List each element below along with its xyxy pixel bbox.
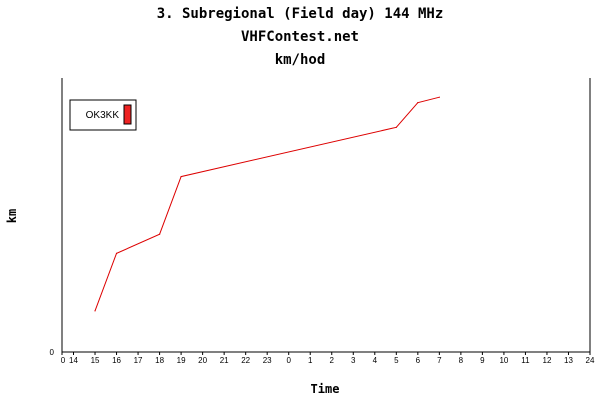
series-point [94,310,96,312]
x-tick-label: 0 [61,356,66,365]
x-tick-label: 16 [112,356,121,365]
x-tick-label: 23 [263,356,272,365]
legend-swatch-ok3kk [123,104,132,125]
x-tick-label: 1 [308,356,313,365]
x-tick-label: 6 [416,356,421,365]
chart-subtitle: VHFContest.net [241,29,359,45]
series-line-ok3kk [94,96,440,312]
x-tick-label: 19 [177,356,186,365]
x-tick-label: 21 [220,356,229,365]
x-tick-label: 9 [480,356,485,365]
legend-label-ok3kk: OK3KK [86,110,120,121]
x-tick-label: 4 [373,356,378,365]
chart-unit-title: km/hod [275,52,326,68]
x-tick-label: 10 [499,356,508,365]
y-axis-label: km [5,209,19,223]
x-tick-label: 20 [198,356,207,365]
y-tick-label-0: 0 [50,348,55,357]
x-tick-label: 13 [564,356,573,365]
series-point [158,233,161,235]
x-tick-label: 8 [459,356,464,365]
x-tick-label: 17 [134,356,143,365]
series-point [395,126,397,128]
legend: OK3KK [69,99,137,131]
x-axis-label: Time [311,382,340,396]
series-point [115,252,118,254]
series-point [417,102,419,104]
x-tick-label: 11 [521,356,530,365]
x-tick-label: 24 [586,356,595,365]
x-ticks: 0 14 15 16 17 18 19 20 21 22 23 0 1 2 3 4 5 6 7 8 9 10 11 12 13 2… [61,352,595,365]
x-tick-label: 2 [330,356,335,365]
series-point [180,176,182,178]
x-tick-label: 5 [394,356,399,365]
chart-title: 3. Subregional (Field day) 144 MHz [157,6,444,22]
x-tick-label: 12 [543,356,552,365]
x-tick-label: 3 [351,356,356,365]
x-tick-label: 22 [241,356,250,365]
series-points [94,96,440,312]
title-group: 3. Subregional (Field day) 144 MHz VHFCo… [157,6,444,68]
x-tick-label: 15 [91,356,100,365]
x-tick-label: 14 [69,356,78,365]
x-tick-label: 0 [286,356,291,365]
x-tick-label: 18 [155,356,164,365]
series-point [438,96,440,98]
x-tick-label: 7 [437,356,442,365]
